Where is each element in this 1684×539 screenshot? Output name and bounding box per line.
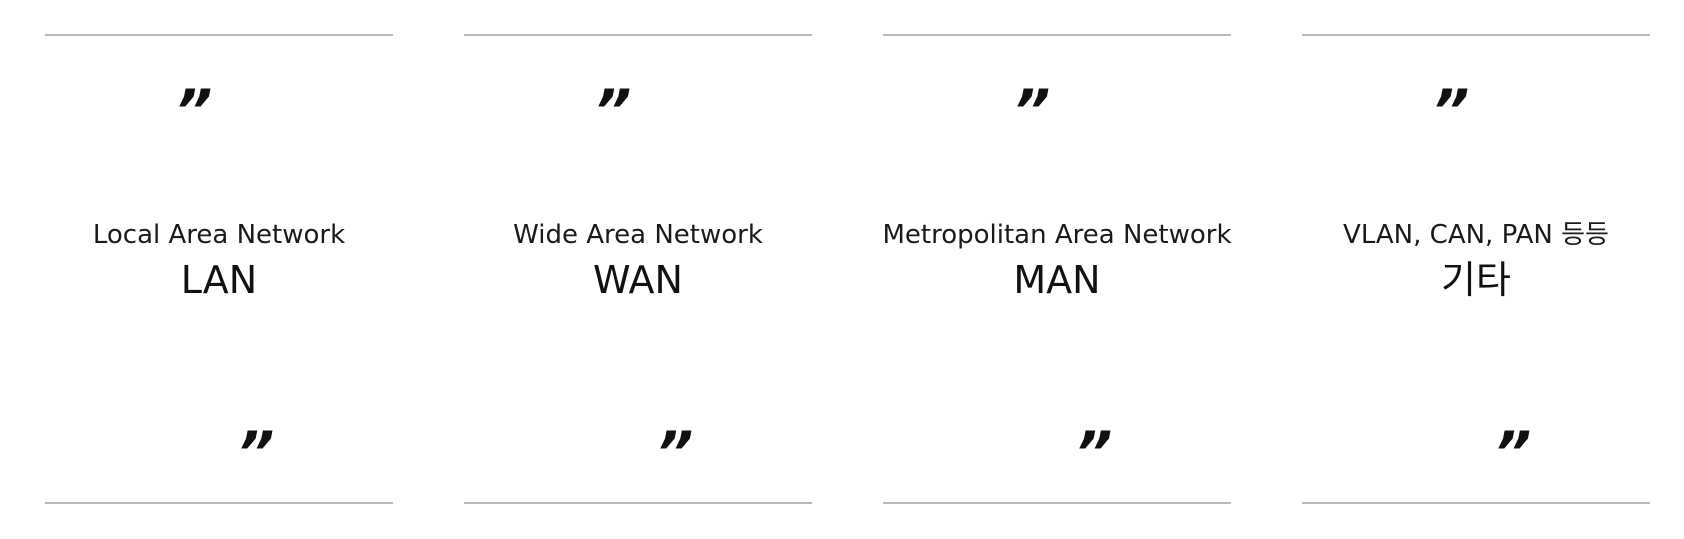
bottom-divider [464,502,812,504]
card-subtitle: Metropolitan Area Network [882,220,1232,250]
top-divider [45,34,393,36]
top-divider [883,34,1231,36]
card-subtitle: VLAN, CAN, PAN 등등 [1343,220,1609,250]
card-title: MAN [1013,258,1101,302]
network-card-man: ” Metropolitan Area Network MAN ” [882,0,1232,539]
network-card-lan: ” Local Area Network LAN ” [45,0,393,539]
top-divider [1302,34,1650,36]
bottom-divider [1302,502,1650,504]
card-title: LAN [180,258,258,302]
open-quote-icon: ” [594,77,631,145]
open-quote-icon: ” [175,77,212,145]
open-quote-icon: ” [1013,77,1050,145]
close-quote-icon: ” [656,419,693,487]
card-subtitle: Wide Area Network [513,220,763,250]
close-quote-icon: ” [237,419,274,487]
card-subtitle: Local Area Network [92,220,346,250]
open-quote-icon: ” [1432,77,1469,145]
top-divider [464,34,812,36]
bottom-divider [45,502,393,504]
bottom-divider [883,502,1231,504]
network-card-wan: ” Wide Area Network WAN ” [464,0,812,539]
network-card-other: ” VLAN, CAN, PAN 등등 기타 ” [1302,0,1650,539]
card-title: WAN [593,258,683,302]
close-quote-icon: ” [1075,419,1112,487]
card-title: 기타 [1441,258,1511,302]
close-quote-icon: ” [1494,419,1531,487]
